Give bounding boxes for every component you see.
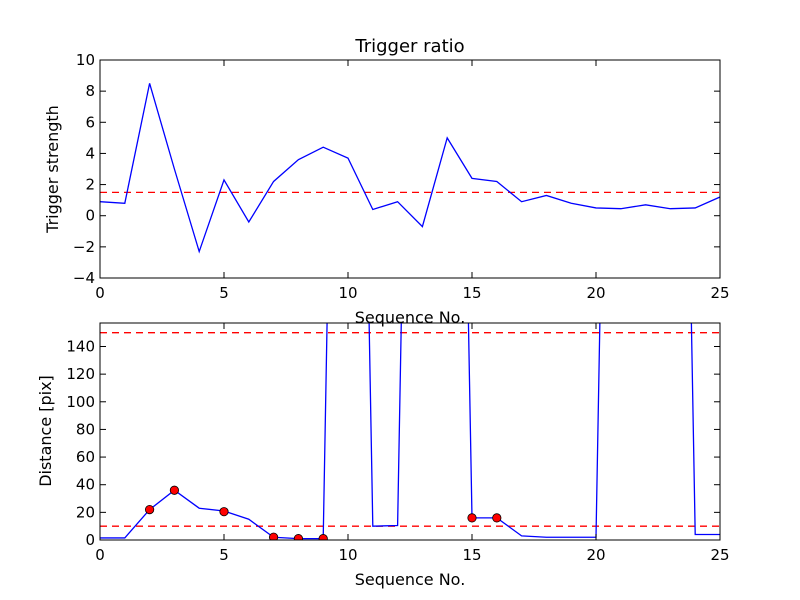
top-x-tick-label: 5 — [219, 284, 229, 302]
top-x-tick-label: 20 — [586, 284, 605, 302]
top-plot-frame — [99, 59, 721, 279]
bottom-x-axis-label: Sequence No. — [355, 570, 466, 589]
top-y-tick-label: 4 — [85, 144, 95, 162]
bottom-x-tick-label: 5 — [219, 546, 229, 564]
top-y-tick-label: 0 — [85, 207, 95, 225]
top-x-tick-label: 15 — [462, 284, 481, 302]
bottom-y-tick-label: 40 — [76, 476, 95, 494]
top-series-layer — [100, 83, 720, 254]
top-x-tick-label: 10 — [338, 284, 357, 302]
bottom-y-tick-label: 20 — [76, 503, 95, 521]
bottom-series-line — [100, 323, 720, 540]
top-series-line — [100, 83, 720, 254]
bottom-series-layer — [100, 323, 720, 540]
bottom-reference-lines — [100, 332, 720, 527]
bottom-y-tick-label: 100 — [66, 393, 95, 411]
bottom-markers-layer — [145, 485, 502, 540]
bottom-data-marker — [169, 485, 179, 495]
bottom-y-tick-label: 80 — [76, 420, 95, 438]
bottom-x-tick-label: 15 — [462, 546, 481, 564]
top-chart-title: Trigger ratio — [354, 36, 464, 57]
top-axis-ticks: 0 5 10 15 20 25 −4 −2 0 2 4 6 8 10 — [73, 51, 730, 302]
bottom-data-marker — [145, 504, 155, 515]
bottom-y-tick-label: 140 — [66, 337, 95, 355]
bottom-plot-frame — [99, 322, 721, 541]
top-x-tick-label: 0 — [95, 284, 105, 302]
bottom-data-marker — [269, 532, 279, 540]
top-y-tick-label: 8 — [85, 82, 95, 100]
bottom-data-marker — [318, 534, 328, 540]
bottom-y-tick-label: 120 — [66, 365, 95, 383]
top-plot: Trigger ratio Sequence No. Trigger stren… — [43, 36, 730, 327]
top-y-tick-label: −2 — [73, 238, 95, 256]
bottom-y-tick-label: 60 — [76, 448, 95, 466]
top-y-axis-label: Trigger strength — [43, 105, 62, 234]
bottom-x-tick-label: 10 — [338, 546, 357, 564]
top-y-tick-label: −4 — [73, 269, 95, 287]
bottom-x-tick-label: 20 — [586, 546, 605, 564]
bottom-data-marker — [467, 513, 477, 523]
bottom-y-axis-label: Distance [pix] — [36, 375, 55, 487]
top-x-tick-label: 25 — [710, 284, 729, 302]
bottom-axis-ticks: 0 5 10 15 20 25 0 20 40 60 80 100 120 140 — [66, 323, 730, 564]
bottom-x-tick-label: 0 — [95, 546, 105, 564]
bottom-data-marker — [219, 507, 229, 517]
bottom-data-marker — [492, 513, 502, 523]
top-y-tick-label: 2 — [85, 176, 95, 194]
bottom-plot: Sequence No. Distance [pix] 0 5 10 15 20 25 0 2… — [36, 322, 730, 589]
bottom-y-tick-label: 0 — [85, 531, 95, 549]
top-y-tick-label: 10 — [76, 51, 95, 69]
top-x-axis-label: Sequence No. — [355, 308, 466, 327]
bottom-x-tick-label: 25 — [710, 546, 729, 564]
bottom-data-marker — [293, 534, 303, 540]
top-y-tick-label: 6 — [85, 113, 95, 131]
